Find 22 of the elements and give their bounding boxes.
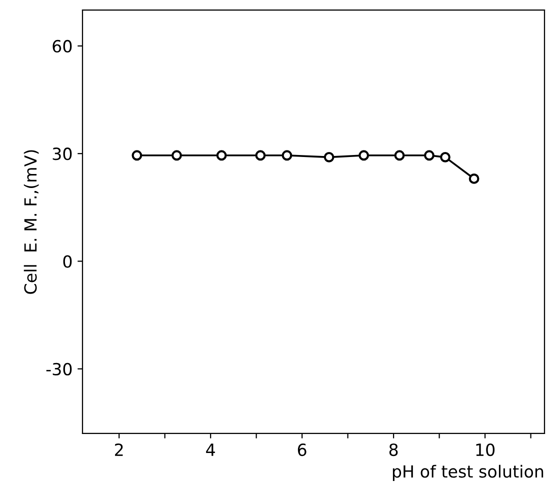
y-tick-label: -30 [46, 362, 72, 376]
point [440, 152, 450, 162]
x-tick-label: 2 [115, 443, 123, 456]
point [324, 152, 334, 162]
point [358, 150, 370, 161]
point [468, 173, 480, 184]
point [255, 150, 266, 161]
y-tick-label: 0 [63, 255, 72, 268]
y-tick-label: 30 [52, 148, 72, 160]
point [282, 150, 292, 161]
x-tick-label: 4 [206, 444, 215, 456]
y-axis-title: Cell E. M. F.,(mV) [24, 150, 39, 294]
x-tick-label: 10 [476, 443, 495, 456]
x-tick-label: 8 [389, 443, 398, 456]
point [132, 150, 142, 161]
y-tick-label: 60 [52, 40, 72, 53]
x-axis-title: pH of test solution [392, 464, 544, 481]
point [172, 150, 182, 161]
x-tick-label: 6 [298, 443, 306, 456]
point [424, 150, 434, 161]
point [216, 150, 227, 161]
point [394, 150, 405, 161]
